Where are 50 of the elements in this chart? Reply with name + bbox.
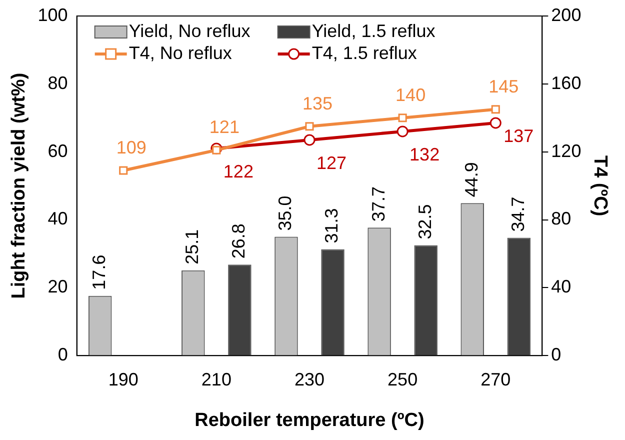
data-label: 127 (316, 152, 347, 173)
data-label: 34.7 (508, 196, 528, 232)
y-tick-label: 80 (48, 72, 68, 93)
y2-tick-label: 40 (551, 276, 572, 297)
data-label: 32.5 (414, 204, 435, 240)
legend-label: Yield, 1.5 reflux (312, 20, 436, 41)
y2-tick-label: 200 (551, 4, 582, 25)
data-label: 122 (223, 161, 254, 182)
data-label: 37.7 (368, 186, 388, 222)
data-label: 132 (410, 144, 440, 164)
data-label: 109 (116, 137, 146, 158)
y2-tick-label: 0 (551, 344, 562, 365)
y-axis-title: Light fraction yield (wt%) (8, 72, 30, 299)
x-tick-label: 190 (108, 369, 138, 390)
y-tick-label: 20 (48, 276, 68, 297)
point (119, 166, 128, 175)
y-tick-label: 0 (58, 344, 68, 365)
point (212, 146, 221, 154)
legend-label: T4, No reflux (128, 42, 232, 63)
y2-tick-label: 160 (551, 72, 582, 93)
y2-axis-title: T4 (ºC) (589, 155, 610, 216)
point (305, 122, 314, 131)
data-label: 17.6 (89, 254, 110, 290)
y-tick-label: 60 (48, 140, 68, 161)
data-label: 44.9 (461, 162, 482, 198)
point (398, 114, 407, 122)
data-label: 140 (396, 84, 426, 105)
data-label: 137 (504, 126, 534, 146)
x-axis-title: Reboiler temperature (ºC) (194, 410, 424, 431)
point (396, 126, 408, 138)
data-label: 135 (302, 93, 333, 114)
point (304, 134, 316, 146)
data-label: 31.3 (322, 208, 342, 244)
y2-tick-label: 80 (551, 208, 572, 229)
data-label: 35.0 (275, 196, 296, 231)
data-label: 26.8 (228, 224, 249, 259)
legend-label: T4, 1.5 reflux (312, 42, 417, 63)
y-tick-label: 100 (38, 4, 68, 25)
x-tick-label: 210 (201, 369, 232, 390)
y2-tick-label: 120 (551, 140, 582, 161)
y-tick-label: 40 (48, 208, 68, 229)
data-label: 145 (488, 76, 519, 96)
point (490, 117, 502, 129)
x-tick-label: 230 (294, 369, 325, 390)
data-label: 121 (209, 117, 240, 138)
legend-label: Yield, No reflux (128, 20, 250, 41)
point (491, 105, 500, 114)
data-label: 25.1 (182, 229, 202, 264)
x-tick-label: 270 (480, 369, 511, 390)
x-tick-label: 250 (388, 369, 418, 390)
